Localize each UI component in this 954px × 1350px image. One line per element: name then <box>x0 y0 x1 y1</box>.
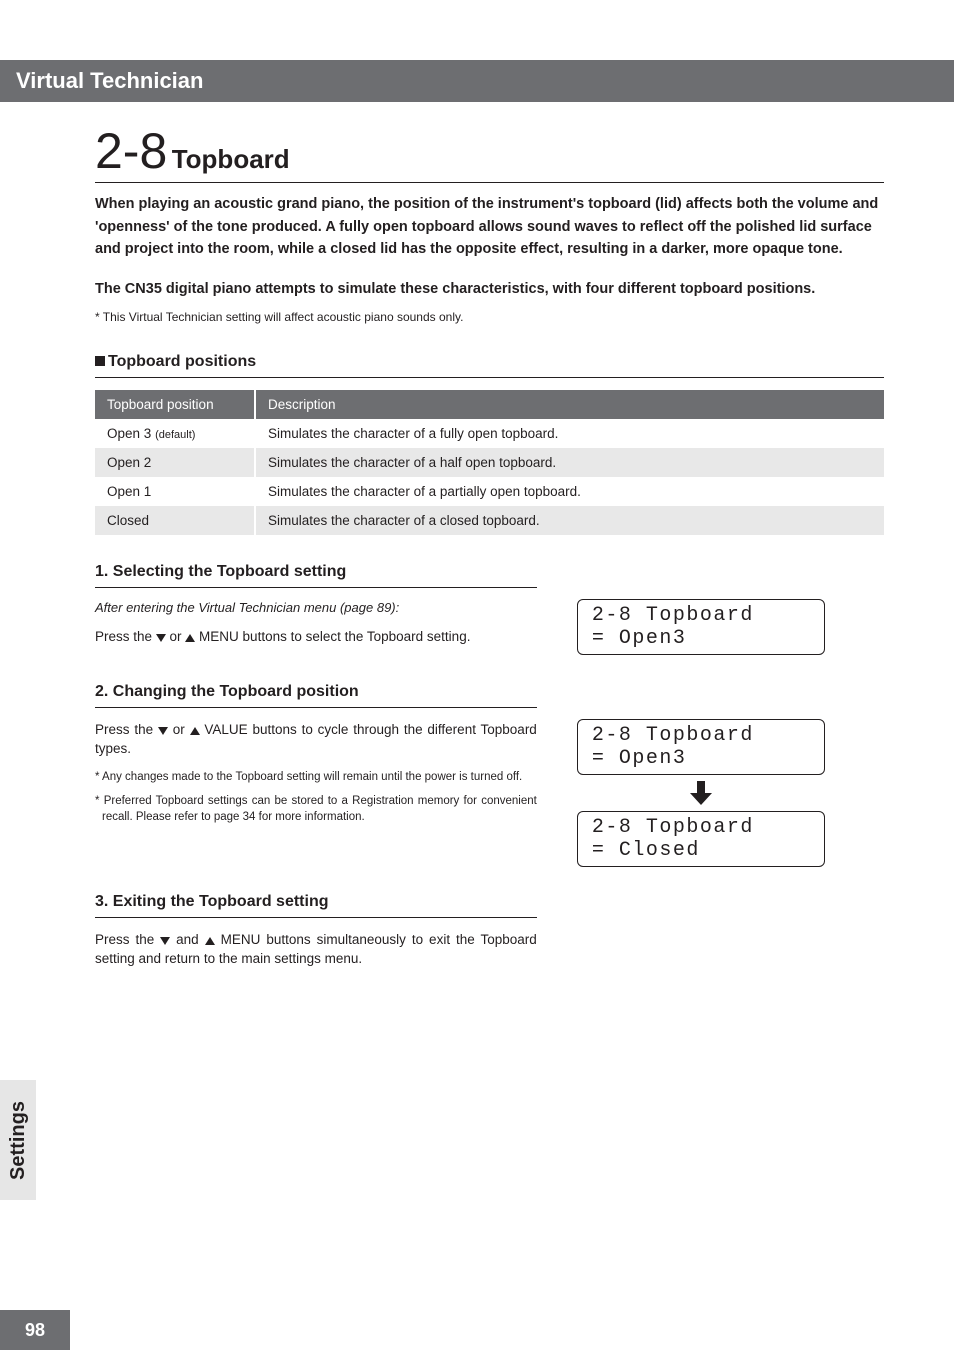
table-cell: Simulates the character of a partially o… <box>255 477 884 506</box>
triangle-down-icon <box>158 727 168 735</box>
table-row: Open 3 (default) Simulates the character… <box>95 419 884 448</box>
page-content: Virtual Technician 2-8 Topboard When pla… <box>0 0 954 979</box>
table-cell: Simulates the character of a closed topb… <box>255 506 884 535</box>
lcd-line1: 2-8 Topboard <box>592 816 810 839</box>
section-banner: Virtual Technician <box>0 60 954 102</box>
section-number: 2-8 <box>95 123 167 179</box>
intro-paragraph: When playing an acoustic grand piano, th… <box>95 193 884 260</box>
table-row: Open 1 Simulates the character of a part… <box>95 477 884 506</box>
arrow-down-icon <box>690 781 712 805</box>
step2-left: 2. Changing the Topboard position Press … <box>95 683 537 867</box>
step1-row: 1. Selecting the Topboard setting After … <box>95 563 884 657</box>
step2-body: Press the or VALUE buttons to cycle thro… <box>95 720 537 759</box>
section-title: Topboard <box>172 144 290 174</box>
lcd-line2: = Closed <box>592 839 810 862</box>
step2-row: 2. Changing the Topboard position Press … <box>95 683 884 867</box>
step1-right: 2-8 Topboard = Open3 <box>577 563 825 657</box>
lcd-line1: 2-8 Topboard <box>592 724 810 747</box>
step1-italic: After entering the Virtual Technician me… <box>95 600 537 615</box>
triangle-down-icon <box>156 634 166 642</box>
step2-heading: 2. Changing the Topboard position <box>95 683 537 708</box>
triangle-up-icon <box>185 634 195 642</box>
table-header-description: Description <box>255 390 884 419</box>
lcd-display: 2-8 Topboard = Open3 <box>577 719 825 775</box>
title-row: 2-8 Topboard <box>95 122 884 183</box>
side-tab-label: Settings <box>7 1101 30 1180</box>
table-cell: Open 1 <box>95 477 255 506</box>
side-tab: Settings <box>0 1080 36 1200</box>
table-header-position: Topboard position <box>95 390 255 419</box>
positions-heading-text: Topboard positions <box>108 353 256 370</box>
intro-paragraph-2: The CN35 digital piano attempts to simul… <box>95 279 884 301</box>
square-bullet-icon <box>95 356 105 366</box>
lcd-stack: 2-8 Topboard = Open3 2-8 Topboard = Clos… <box>577 719 825 867</box>
table-cell: Open 2 <box>95 448 255 477</box>
step3-row: 3. Exiting the Topboard setting Press th… <box>95 893 884 979</box>
table-row: Closed Simulates the character of a clos… <box>95 506 884 535</box>
table-header-row: Topboard position Description <box>95 390 884 419</box>
triangle-up-icon <box>205 937 215 945</box>
lcd-line2: = Open3 <box>592 627 810 650</box>
lcd-line2: = Open3 <box>592 747 810 770</box>
page-number: 98 <box>0 1310 70 1350</box>
step2-note1: * Any changes made to the Topboard setti… <box>95 769 537 785</box>
step1-body: Press the or MENU buttons to select the … <box>95 627 537 647</box>
lcd-line1: 2-8 Topboard <box>592 604 810 627</box>
step1-left: 1. Selecting the Topboard setting After … <box>95 563 537 657</box>
lcd-display: 2-8 Topboard = Closed <box>577 811 825 867</box>
positions-heading: Topboard positions <box>95 353 884 378</box>
lcd-display: 2-8 Topboard = Open3 <box>577 599 825 655</box>
step3-body: Press the and MENU buttons simultaneousl… <box>95 930 537 969</box>
triangle-down-icon <box>160 937 170 945</box>
positions-table: Topboard position Description Open 3 (de… <box>95 390 884 535</box>
table-cell: Open 3 (default) <box>95 419 255 448</box>
step1-heading: 1. Selecting the Topboard setting <box>95 563 537 588</box>
step3-left: 3. Exiting the Topboard setting Press th… <box>95 893 537 979</box>
table-cell: Simulates the character of a fully open … <box>255 419 884 448</box>
table-cell: Simulates the character of a half open t… <box>255 448 884 477</box>
note-small: * This Virtual Technician setting will a… <box>95 309 884 326</box>
table-row: Open 2 Simulates the character of a half… <box>95 448 884 477</box>
step2-note2: * Preferred Topboard settings can be sto… <box>95 793 537 825</box>
step3-heading: 3. Exiting the Topboard setting <box>95 893 537 918</box>
table-cell: Closed <box>95 506 255 535</box>
step2-right: 2-8 Topboard = Open3 2-8 Topboard = Clos… <box>577 683 825 867</box>
triangle-up-icon <box>190 727 200 735</box>
